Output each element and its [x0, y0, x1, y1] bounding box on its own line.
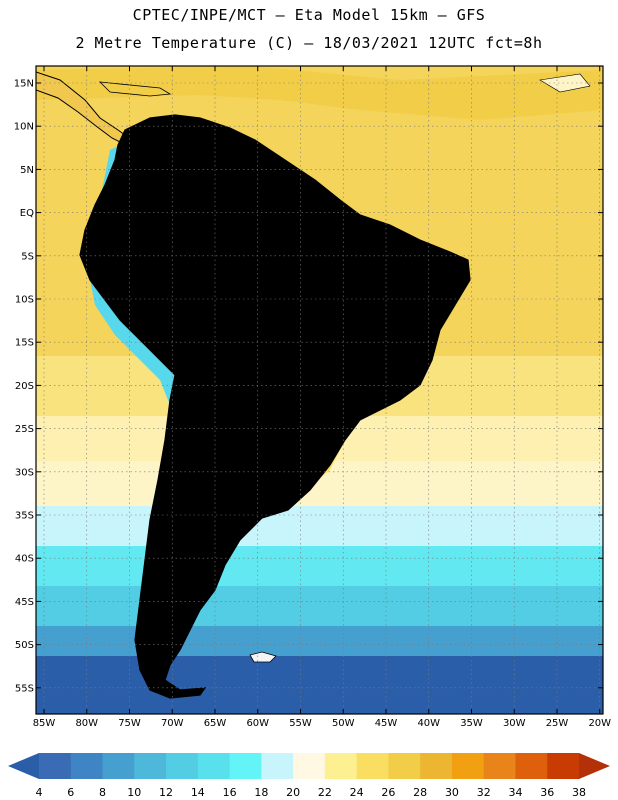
atlantic-island-north [539, 73, 591, 93]
colorbar-label: 12 [159, 786, 173, 799]
latitude-label: 45S [15, 597, 34, 608]
longitude-label: 85W [33, 718, 56, 729]
colorbar-cell [197, 753, 231, 779]
colorbar-label: 22 [318, 786, 332, 799]
longitude-label: 20W [588, 718, 611, 729]
colorbar-label: 10 [127, 786, 141, 799]
latitude-label: 5S [21, 251, 34, 262]
coastline [79, 114, 471, 699]
colorbar-label: 20 [286, 786, 300, 799]
longitude-label: 60W [246, 718, 269, 729]
colorbar-label: 30 [445, 786, 459, 799]
latitude-labels: 15N 10N 5N EQ 5S 10S 15S 20S 25S 30S 35S 40S 45S 50S 5… [14, 79, 34, 695]
colorbar-cell [451, 753, 485, 779]
colorbar-cell [261, 753, 294, 779]
colorbar-label: 36 [540, 786, 554, 799]
colorbar-cell [420, 753, 453, 779]
colorbar-cell [388, 753, 421, 779]
latitude-label: 5N [20, 165, 34, 176]
latitude-label: 10S [15, 295, 34, 306]
colorbar-cell [356, 753, 389, 779]
latitude-label: 55S [15, 683, 34, 694]
colorbar-cell [134, 753, 167, 779]
caribbean-islands [98, 81, 172, 97]
colorbar-labels: 4 6 8 10 12 14 16 18 20 22 24 26 28 30 32 34 36 38 [36, 786, 587, 799]
colorbar-under-arrow [8, 753, 39, 779]
ocean-band-cool [36, 506, 603, 546]
ocean-band-cold [36, 586, 603, 626]
latitude-label: 25S [15, 424, 34, 435]
colorbar: 4 6 8 10 12 14 16 18 20 22 24 26 28 30 32 34 36 38 [8, 753, 610, 799]
colorbar-cell [547, 753, 580, 779]
latitude-label: EQ [20, 208, 34, 219]
colorbar-label: 24 [350, 786, 364, 799]
colorbar-cell [70, 753, 104, 779]
latitude-label: 20S [15, 381, 34, 392]
colorbar-cell [324, 753, 358, 779]
graticule [36, 66, 603, 714]
longitude-label: 50W [332, 718, 355, 729]
longitude-label: 40W [417, 718, 440, 729]
colorbar-label: 18 [254, 786, 268, 799]
colorbar-label: 32 [477, 786, 491, 799]
colorbar-label: 38 [572, 786, 586, 799]
longitude-label: 70W [161, 718, 184, 729]
colorbar-cell [102, 753, 135, 779]
latitude-label: 40S [15, 554, 34, 565]
latitude-label: 30S [15, 467, 34, 478]
map-title-line-2: 2 Metre Temperature (C) – 18/03/2021 12U… [75, 34, 543, 52]
central-america-coast [36, 71, 141, 153]
colorbar-cell [229, 753, 262, 779]
colorbar-label: 14 [191, 786, 205, 799]
latitude-label: 15N [14, 79, 34, 90]
colorbar-cell [515, 753, 548, 779]
latitude-label: 10N [14, 122, 34, 133]
longitude-label: 80W [75, 718, 98, 729]
map-frame [35, 65, 604, 715]
temperature-field [36, 66, 603, 714]
colorbar-label: 6 [67, 786, 74, 799]
colorbar-label: 26 [381, 786, 395, 799]
colorbar-over-arrow [579, 753, 610, 779]
colorbar-label: 16 [223, 786, 237, 799]
longitude-label: 25W [546, 718, 569, 729]
falklands-islands [249, 651, 277, 663]
colorbar-cell [293, 753, 326, 779]
central-america-land [36, 72, 140, 152]
longitude-label: 35W [460, 718, 483, 729]
colorbar-cell [39, 753, 72, 779]
longitude-label: 45W [375, 718, 398, 729]
colorbar-label: 28 [413, 786, 427, 799]
longitude-labels: 85W 80W 75W 70W 65W 60W 55W 50W 45W 40W 35W 30W 25W 2… [33, 718, 611, 729]
colorbar-label: 4 [36, 786, 43, 799]
longitude-label: 30W [503, 718, 526, 729]
ocean-band-coldest [36, 656, 603, 714]
longitude-label: 65W [204, 718, 227, 729]
longitude-label: 75W [118, 718, 141, 729]
latitude-label: 15S [15, 338, 34, 349]
longitude-label: 55W [289, 718, 312, 729]
latitude-label: 50S [15, 640, 34, 651]
colorbar-label: 34 [508, 786, 522, 799]
latitude-label: 35S [15, 511, 34, 522]
ocean-band-colder [36, 626, 603, 656]
colorbar-label: 8 [99, 786, 106, 799]
colorbar-cell [166, 753, 199, 779]
map-title-line-1: CPTEC/INPE/MCT – Eta Model 15km – GFS [132, 6, 486, 24]
ocean-warm-patch-north [36, 66, 603, 120]
ocean-band-cooler [36, 546, 603, 586]
colorbar-cells [39, 753, 580, 779]
colorbar-cell [483, 753, 516, 779]
axis-ticks [36, 66, 603, 714]
